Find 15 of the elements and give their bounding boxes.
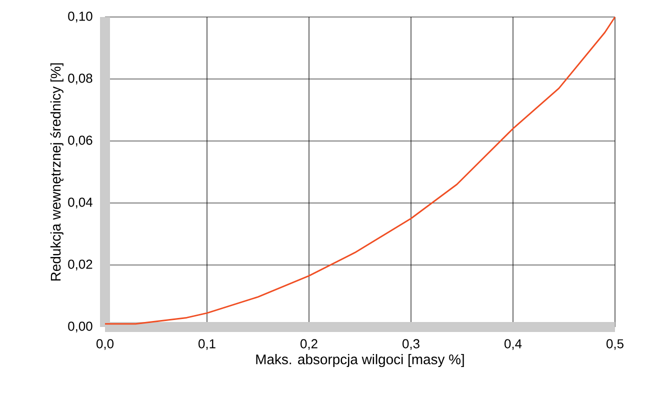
y-tick-label: 0,08 (68, 74, 92, 84)
x-tick-label: 0,1 (198, 339, 216, 350)
x-tick-label: 0,4 (504, 339, 522, 350)
line-series (104, 16, 616, 325)
y-tick-label: 0,04 (68, 198, 92, 208)
x-tick-label: 0,5 (606, 339, 624, 350)
y-tick-label: 0,06 (68, 136, 92, 146)
y-tick-label: 0,02 (68, 260, 92, 270)
x-tick-label: 0,0 (96, 339, 114, 350)
y-axis-title: Redukcja wewnętrznej średnicy [%] (50, 63, 64, 281)
x-axis-title: Maks. absorpcja wilgoci [masy %] (256, 354, 464, 368)
x-tick-label: 0,3 (402, 339, 420, 350)
y-tick-label: 0,00 (68, 322, 92, 332)
x-tick-label: 0,2 (300, 339, 318, 350)
y-tick-label: 0,10 (68, 12, 92, 22)
